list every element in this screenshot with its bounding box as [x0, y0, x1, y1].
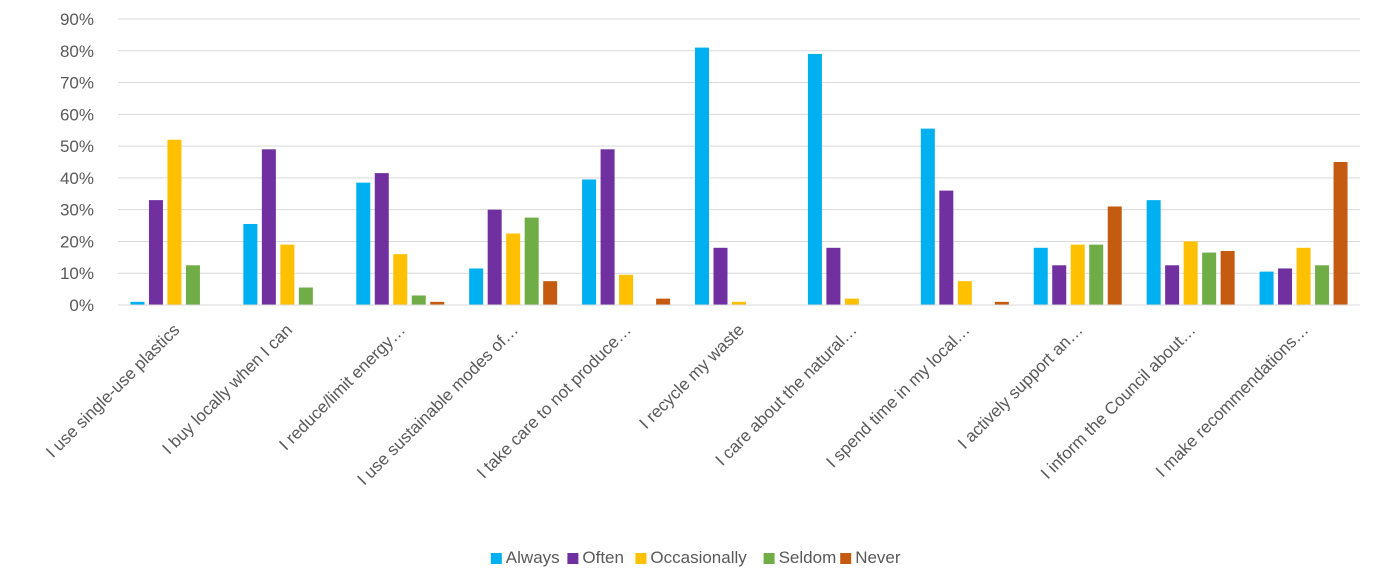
bar	[1052, 265, 1067, 305]
y-tick-label: 0%	[69, 296, 94, 315]
legend-swatch	[635, 553, 647, 564]
bar	[130, 301, 145, 305]
bar	[1165, 265, 1180, 305]
legend-swatch	[840, 553, 852, 564]
bar	[411, 295, 426, 305]
bar	[939, 190, 954, 305]
y-tick-label: 70%	[60, 74, 94, 93]
gridlines	[118, 18, 1360, 306]
bar	[487, 209, 502, 305]
bar	[844, 298, 859, 305]
y-tick-label: 80%	[60, 42, 94, 61]
x-tick-label: I buy locally when I can	[158, 320, 296, 458]
bar	[1333, 162, 1348, 305]
bar	[148, 200, 163, 305]
bar	[695, 47, 709, 305]
bar	[374, 173, 389, 305]
bar	[393, 254, 408, 305]
bar	[582, 179, 597, 305]
bar	[826, 247, 841, 305]
bar	[807, 53, 822, 306]
bar	[280, 244, 295, 305]
legend-label: Never	[855, 548, 901, 567]
bar	[1259, 271, 1274, 305]
bar	[656, 298, 671, 305]
bar	[506, 233, 521, 305]
x-tick-label: I recycle my waste	[636, 320, 748, 432]
y-tick-label: 10%	[60, 264, 94, 283]
legend-item: Often	[567, 548, 624, 567]
bar	[1033, 247, 1048, 305]
bar	[600, 149, 615, 305]
legend-item: Seldom	[763, 548, 837, 567]
bar	[298, 287, 313, 305]
bars	[130, 47, 1348, 306]
bar	[524, 217, 539, 305]
bar	[1183, 241, 1198, 305]
bar	[1070, 244, 1085, 305]
bar	[243, 223, 258, 305]
y-tick-label: 90%	[60, 10, 94, 29]
legend-label: Occasionally	[650, 548, 747, 567]
y-tick-label: 40%	[60, 169, 94, 188]
bar	[185, 265, 200, 305]
y-tick-label: 30%	[60, 201, 94, 220]
bar	[1146, 200, 1161, 305]
bar	[619, 274, 634, 305]
bar	[1202, 252, 1217, 305]
bar	[261, 149, 276, 305]
legend-label: Often	[582, 548, 624, 567]
bar	[920, 128, 935, 305]
y-tick-label: 20%	[60, 232, 94, 251]
bar	[713, 247, 728, 305]
bar	[1315, 265, 1330, 305]
bar	[167, 139, 182, 305]
legend-item: Never	[840, 548, 901, 567]
legend: Always Often Occasionally Seldom Never	[490, 548, 901, 567]
legend-item: Occasionally	[635, 548, 747, 567]
bar	[356, 182, 371, 305]
x-tick-label: I reduce/limit energy…	[275, 320, 409, 454]
bar	[957, 281, 972, 305]
bar	[732, 301, 746, 305]
legend-label: Always	[506, 548, 560, 567]
y-axis-ticks: 0% 10% 20% 30% 40% 50% 60% 70% 80% 90%	[60, 10, 94, 315]
legend-swatch	[567, 553, 579, 564]
y-tick-label: 50%	[60, 137, 94, 156]
bar	[1220, 250, 1235, 305]
bar	[1107, 206, 1122, 305]
legend-swatch	[763, 553, 775, 564]
bar	[543, 281, 558, 305]
y-tick-label: 60%	[60, 105, 94, 124]
bar	[469, 268, 484, 305]
bar	[1296, 247, 1311, 305]
bar	[994, 301, 1009, 305]
bar	[1278, 268, 1293, 305]
bar	[1089, 244, 1104, 305]
legend-swatch	[490, 553, 502, 564]
x-tick-label: I actively support an…	[954, 320, 1086, 452]
legend-label: Seldom	[779, 548, 837, 567]
bar	[430, 301, 445, 305]
legend-item: Always	[490, 548, 560, 567]
